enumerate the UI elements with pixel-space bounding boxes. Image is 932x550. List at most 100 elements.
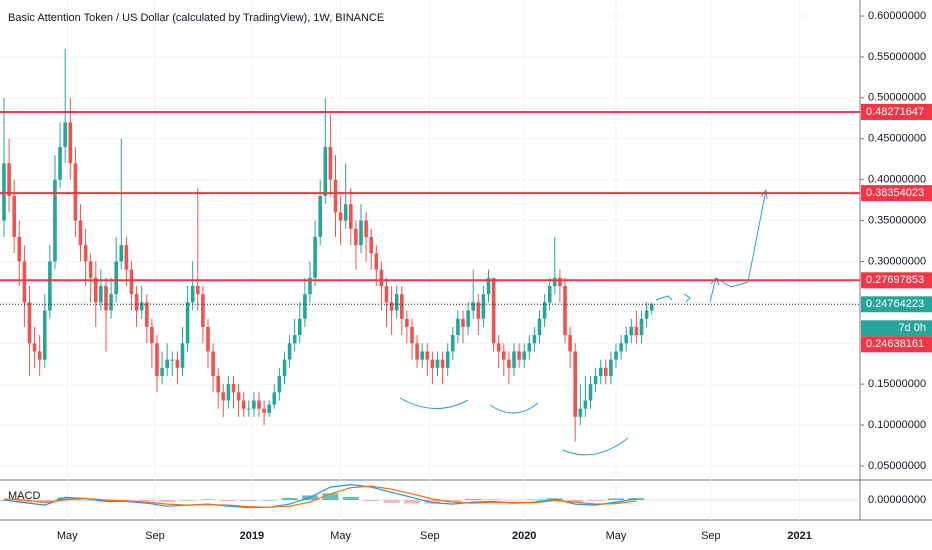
candle-body <box>374 253 379 270</box>
y-tick-label: 0.45000000 <box>868 133 926 145</box>
candle-body <box>348 204 353 229</box>
macd-histogram-bar <box>16 500 33 503</box>
macd-histogram-bar <box>57 497 74 500</box>
macd-histogram-bar <box>526 499 543 500</box>
candle-body <box>598 367 603 376</box>
chart-title: Basic Attention Token / US Dollar (calcu… <box>8 12 384 24</box>
candle-body <box>604 367 608 376</box>
candle-body <box>496 343 501 352</box>
candle-body <box>578 408 583 417</box>
candle-body <box>649 304 654 311</box>
candle-body <box>257 400 261 409</box>
candle-body <box>7 163 11 197</box>
candle-body <box>634 326 639 336</box>
x-tick-label: 2019 <box>240 530 264 542</box>
candle-body <box>619 343 623 352</box>
level-box <box>861 185 932 202</box>
macd-histogram-bar <box>138 500 155 502</box>
macd-histogram-bar <box>485 499 502 500</box>
candle-body <box>303 294 307 319</box>
candle-body <box>252 400 256 409</box>
candle-body <box>104 285 108 311</box>
candle-body <box>195 285 200 295</box>
candle-body <box>124 245 129 270</box>
macd-histogram-bar <box>587 500 604 502</box>
candle-body <box>267 404 271 413</box>
candle-body <box>359 220 363 246</box>
candle-body <box>73 163 78 221</box>
macd-histogram-bar <box>403 500 420 504</box>
candle-body <box>231 384 236 393</box>
prev-price-box <box>861 336 932 353</box>
x-tick-label: Sep <box>145 530 165 542</box>
candle-body <box>150 326 154 344</box>
candle-body <box>292 335 297 344</box>
candle-body <box>282 359 287 376</box>
macd-histogram-bar <box>77 500 94 501</box>
candle-body <box>165 359 169 368</box>
candle-body <box>537 318 542 336</box>
x-tick-label: 2021 <box>787 530 811 542</box>
candle-body <box>99 285 103 303</box>
candle-body <box>27 302 32 344</box>
macd-histogram-bar <box>424 500 441 504</box>
y-tick-label: 0.60000000 <box>868 10 926 22</box>
y-tick-label: 0.05000000 <box>868 460 926 472</box>
level-label: 0.38354023 <box>866 187 924 199</box>
candle-body <box>364 220 368 237</box>
macd-histogram-bar <box>506 500 523 501</box>
annotations <box>399 188 768 456</box>
candle-body <box>435 359 440 368</box>
macd-histogram-bar <box>240 500 257 502</box>
macd-signal-line <box>3 485 637 508</box>
candle-body <box>175 359 180 368</box>
arrow-head <box>710 188 768 286</box>
candle-body <box>420 351 424 360</box>
candle-body <box>226 384 231 401</box>
candle-body <box>547 285 552 303</box>
macd-histogram-bar <box>383 500 400 504</box>
projection-arrow <box>655 189 767 303</box>
candle-body <box>297 318 302 336</box>
level-label: 0.27697853 <box>866 274 924 286</box>
candle-body <box>83 245 88 262</box>
y-tick-label: 0.10000000 <box>868 419 926 431</box>
macd-histogram-bar <box>444 500 461 503</box>
macd-histogram-bar <box>628 497 645 500</box>
candle-body <box>466 310 470 327</box>
candle-body <box>78 220 83 246</box>
candle-body <box>308 277 312 295</box>
candle-body <box>486 277 491 295</box>
x-tick-label: Sep <box>701 530 721 542</box>
y-tick-label: 0.15000000 <box>868 378 926 390</box>
x-tick-label: May <box>57 530 78 542</box>
curve <box>399 397 469 409</box>
y-tick-label: 0.40000000 <box>868 174 926 186</box>
candle-body <box>22 261 27 303</box>
candle-body <box>588 384 593 401</box>
candle-body <box>629 326 634 336</box>
candle-body <box>201 294 205 327</box>
candle-body <box>440 359 445 368</box>
candle-body <box>558 277 562 286</box>
x-tick-label: Sep <box>420 530 440 542</box>
candle-body <box>313 236 317 278</box>
countdown-box <box>861 320 932 337</box>
candle-body <box>517 351 521 360</box>
macd-histogram-bar <box>281 497 298 500</box>
macd-histogram-bar <box>342 496 359 500</box>
candle-body <box>512 351 516 368</box>
last-price-label: 0.24764223 <box>866 298 924 310</box>
candle-body <box>155 343 159 376</box>
candle-body <box>532 335 537 344</box>
candle-body <box>63 122 67 147</box>
candle-body <box>476 302 481 319</box>
candle-body <box>369 236 373 254</box>
candle-body <box>287 343 292 360</box>
candle-body <box>42 310 47 360</box>
candle-body <box>553 277 557 286</box>
candle-body <box>318 196 322 237</box>
macd-histogram-bar <box>159 500 176 503</box>
candle-body <box>17 236 22 262</box>
